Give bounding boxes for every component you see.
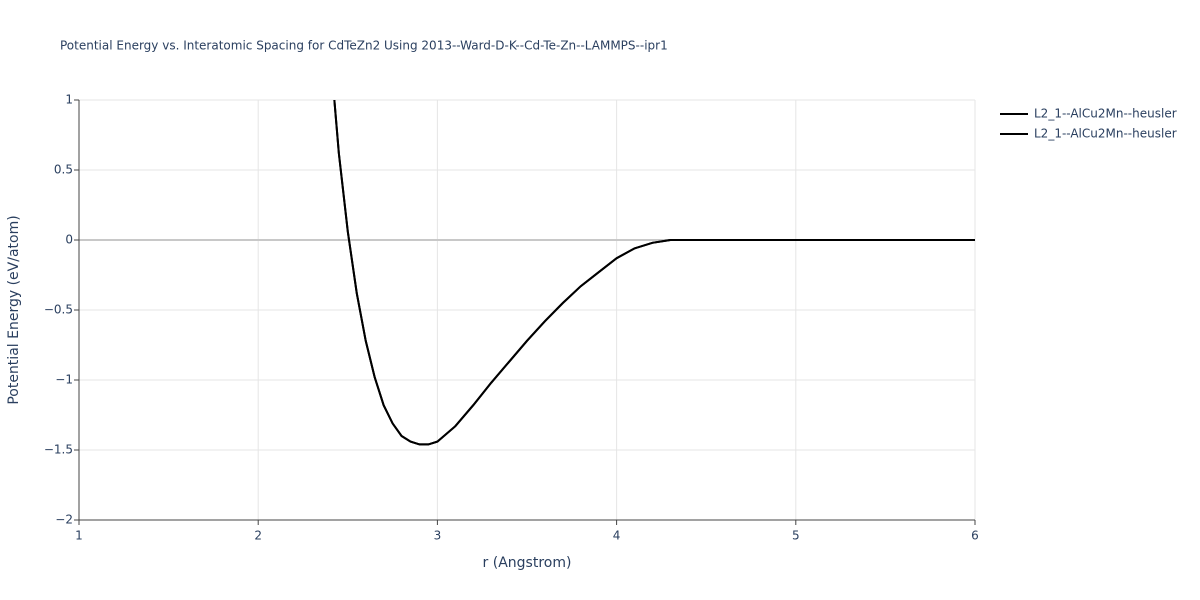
x-tick-label: 5 — [792, 529, 800, 543]
plot-area — [333, 100, 975, 446]
y-axis-title: Potential Energy (eV/atom) — [6, 215, 22, 404]
y-tick-label: 0 — [65, 233, 73, 247]
y-tick-label: −0.5 — [44, 303, 73, 317]
legend-label: L2_1--AlCu2Mn--heusler — [1034, 127, 1177, 141]
y-tick-label: −1.5 — [44, 443, 73, 457]
x-tick-label: 4 — [613, 529, 621, 543]
x-tick-label: 6 — [971, 529, 979, 543]
x-tick-label: 2 — [254, 529, 262, 543]
chart-title: Potential Energy vs. Interatomic Spacing… — [60, 39, 668, 53]
y-tick-label: 1 — [65, 93, 73, 107]
grid — [78, 99, 976, 521]
data-line — [333, 100, 975, 446]
x-tick-label: 3 — [434, 529, 442, 543]
legend-label: L2_1--AlCu2Mn--heusler — [1034, 107, 1177, 121]
y-tick-label: −1 — [55, 373, 73, 387]
y-tick-label: −2 — [55, 513, 73, 527]
y-tick-label: 0.5 — [54, 163, 73, 177]
x-axis-title: r (Angstrom) — [483, 555, 572, 571]
x-tick-label: 1 — [75, 529, 83, 543]
data-line — [333, 100, 975, 446]
